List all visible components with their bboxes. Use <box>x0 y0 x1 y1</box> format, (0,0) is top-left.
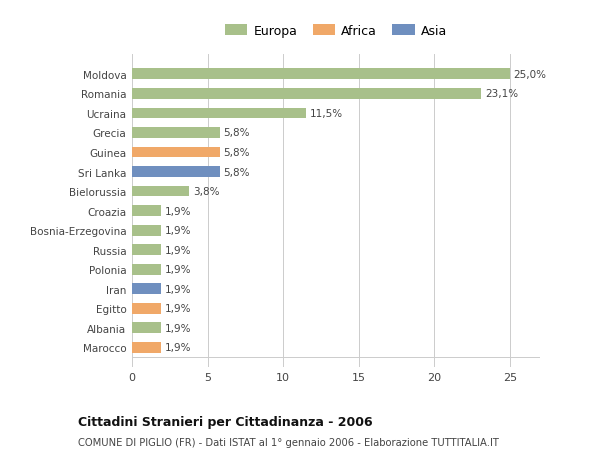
Text: 1,9%: 1,9% <box>164 226 191 235</box>
Bar <box>132 303 161 314</box>
Text: 25,0%: 25,0% <box>514 70 547 79</box>
Bar <box>132 284 161 295</box>
Bar <box>132 323 161 334</box>
Bar <box>132 186 190 197</box>
Bar <box>132 128 220 139</box>
Bar <box>132 69 510 80</box>
Bar <box>132 147 220 158</box>
Bar <box>132 264 161 275</box>
Bar <box>132 225 161 236</box>
Text: 5,8%: 5,8% <box>223 148 250 157</box>
Text: 1,9%: 1,9% <box>164 304 191 313</box>
Text: 1,9%: 1,9% <box>164 284 191 294</box>
Bar <box>132 108 306 119</box>
Bar <box>132 89 481 100</box>
Text: 23,1%: 23,1% <box>485 89 518 99</box>
Text: 1,9%: 1,9% <box>164 206 191 216</box>
Bar <box>132 342 161 353</box>
Bar <box>132 167 220 178</box>
Text: COMUNE DI PIGLIO (FR) - Dati ISTAT al 1° gennaio 2006 - Elaborazione TUTTITALIA.: COMUNE DI PIGLIO (FR) - Dati ISTAT al 1°… <box>78 437 499 447</box>
Text: 11,5%: 11,5% <box>310 109 343 118</box>
Text: 1,9%: 1,9% <box>164 245 191 255</box>
Bar <box>132 206 161 217</box>
Text: 5,8%: 5,8% <box>223 128 250 138</box>
Text: 1,9%: 1,9% <box>164 343 191 353</box>
Text: Cittadini Stranieri per Cittadinanza - 2006: Cittadini Stranieri per Cittadinanza - 2… <box>78 415 373 428</box>
Text: 5,8%: 5,8% <box>223 167 250 177</box>
Bar <box>132 245 161 256</box>
Legend: Europa, Africa, Asia: Europa, Africa, Asia <box>221 21 451 41</box>
Text: 3,8%: 3,8% <box>193 187 220 196</box>
Text: 1,9%: 1,9% <box>164 323 191 333</box>
Text: 1,9%: 1,9% <box>164 265 191 274</box>
